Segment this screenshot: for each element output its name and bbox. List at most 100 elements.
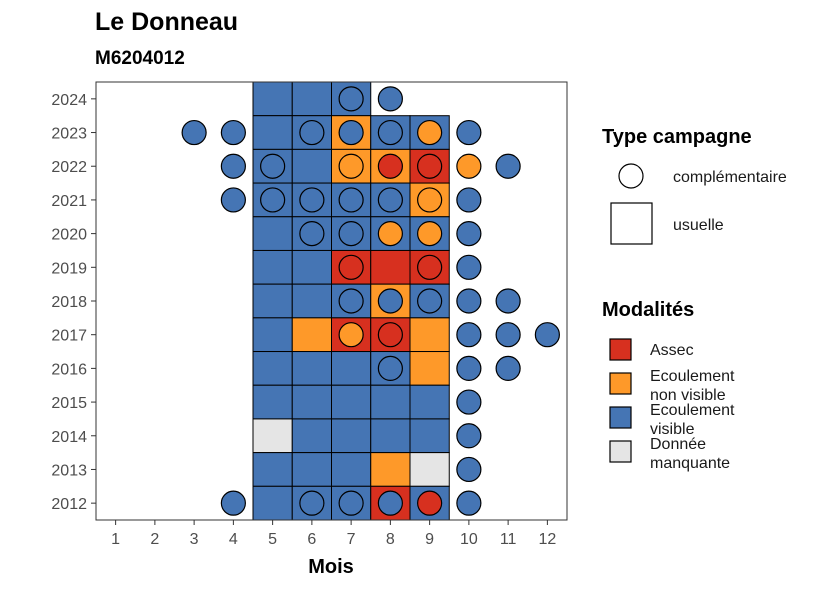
point-2018-8: [377, 288, 403, 314]
tile-2014-9: [409, 418, 450, 454]
x-tick-label-10: 10: [460, 531, 478, 548]
point-2024-8: [377, 86, 403, 112]
legend-color-title: Modalités: [602, 299, 694, 321]
tile-2019-8: [370, 249, 411, 285]
point-2017-11: [495, 322, 521, 348]
point-2021-4: [220, 187, 246, 213]
tile-2015-6: [291, 384, 332, 420]
point-2013-10: [456, 456, 482, 483]
point-2020-7: [338, 221, 364, 247]
legend-shape-label-complementaire: complémentaire: [673, 169, 787, 186]
tile-2019-5: [252, 249, 293, 285]
point-2018-9: [417, 288, 443, 314]
legend-shape-title: Type campagne: [602, 126, 752, 148]
tile-2015-9: [409, 384, 450, 420]
x-tick-label-6: 6: [307, 531, 316, 548]
point-2015-10: [456, 389, 482, 415]
y-tick-label-2016: 2016: [51, 361, 87, 378]
point-2018-7: [338, 288, 364, 314]
y-tick-label-2015: 2015: [51, 395, 87, 412]
legend-swatch-donnee_manquante: [609, 440, 632, 463]
x-tick-label-1: 1: [111, 531, 120, 548]
point-2021-9: [417, 187, 443, 213]
point-2024-7: [338, 86, 364, 112]
point-2018-10: [456, 288, 482, 314]
point-2023-7: [338, 119, 364, 146]
point-2021-8: [377, 187, 403, 213]
y-tick-label-2017: 2017: [51, 328, 87, 345]
tile-2013-6: [291, 452, 332, 487]
legend-label-donnee_manquante-1: manquante: [650, 455, 730, 472]
tile-2019-6: [291, 249, 332, 285]
tile-2014-5: [252, 418, 293, 454]
tile-2017-6: [291, 317, 332, 353]
point-2022-4: [220, 153, 246, 179]
x-axis: 1 2 3 4 5 6 7 8 9 10 11 12: [111, 520, 556, 548]
point-2012-4: [220, 490, 246, 516]
point-2021-5: [260, 187, 286, 213]
tile-2013-5: [252, 452, 293, 487]
point-2012-9: [417, 490, 443, 516]
x-tick-label-11: 11: [500, 531, 517, 548]
y-tick-label-2019: 2019: [51, 260, 87, 277]
tile-2012-5: [252, 485, 293, 521]
tile-2015-7: [331, 384, 372, 420]
legend-swatch-ecoulement_non_visible: [609, 372, 632, 395]
legend-swatch-assec: [609, 338, 632, 361]
legend-label-ecoulement_non_visible-0: Ecoulement: [650, 368, 735, 385]
point-2023-3: [181, 119, 207, 146]
point-2019-9: [417, 254, 443, 280]
point-2017-10: [456, 322, 482, 348]
tile-2015-8: [370, 384, 411, 420]
tile-2017-9: [409, 317, 450, 353]
tile-2017-5: [252, 317, 293, 353]
legend-swatch-ecoulement_visible: [609, 406, 632, 429]
legend-label-ecoulement_non_visible-1: non visible: [650, 387, 726, 404]
point-2019-10: [456, 254, 482, 280]
point-2012-6: [299, 490, 325, 516]
tile-2013-9: [409, 452, 450, 487]
tile-2013-8: [370, 452, 411, 487]
legend-label-donnee_manquante-0: Donnée: [650, 436, 706, 453]
point-2023-9: [417, 119, 443, 146]
y-tick-label-2014: 2014: [51, 429, 87, 446]
tile-2015-5: [252, 384, 293, 420]
legend-label-assec-0: Assec: [650, 342, 694, 359]
point-2022-7: [338, 153, 364, 179]
x-tick-label-5: 5: [268, 531, 277, 548]
legend-label-ecoulement_visible-0: Ecoulement: [650, 402, 735, 419]
point-2022-5: [260, 153, 286, 179]
chart-subtitle: M6204012: [95, 48, 185, 69]
point-2020-10: [456, 221, 482, 247]
point-2023-4: [220, 119, 246, 146]
point-2021-10: [456, 187, 482, 213]
point-2017-12: [534, 322, 560, 348]
point-2018-11: [495, 288, 521, 314]
x-tick-label-3: 3: [190, 531, 199, 548]
point-2022-9: [417, 153, 443, 179]
y-tick-label-2021: 2021: [51, 193, 87, 210]
tile-2016-9: [409, 351, 450, 386]
legend-label-ecoulement_visible-1: visible: [650, 421, 695, 438]
legend-circle-key: [618, 163, 644, 189]
x-tick-label-12: 12: [538, 531, 556, 548]
point-2020-8: [377, 221, 403, 247]
y-tick-label-2024: 2024: [51, 92, 87, 109]
y-axis: 2012 2013 2014 2015 2016 2017 2018 2019 2020 2021…: [51, 92, 96, 513]
point-2014-10: [456, 423, 482, 449]
tile-2014-6: [291, 418, 332, 454]
point-2021-7: [338, 187, 364, 213]
point-2017-7: [338, 322, 364, 348]
chart-title: Le Donneau: [95, 8, 238, 36]
point-2017-8: [377, 322, 403, 348]
usuelle-tiles: [252, 81, 450, 521]
point-2023-8: [377, 119, 403, 146]
point-2012-10: [456, 490, 482, 516]
tile-2024-5: [252, 81, 293, 117]
y-tick-label-2018: 2018: [51, 294, 87, 311]
tile-2020-5: [252, 216, 293, 251]
tile-2024-6: [291, 81, 332, 117]
y-tick-label-2020: 2020: [51, 227, 87, 244]
